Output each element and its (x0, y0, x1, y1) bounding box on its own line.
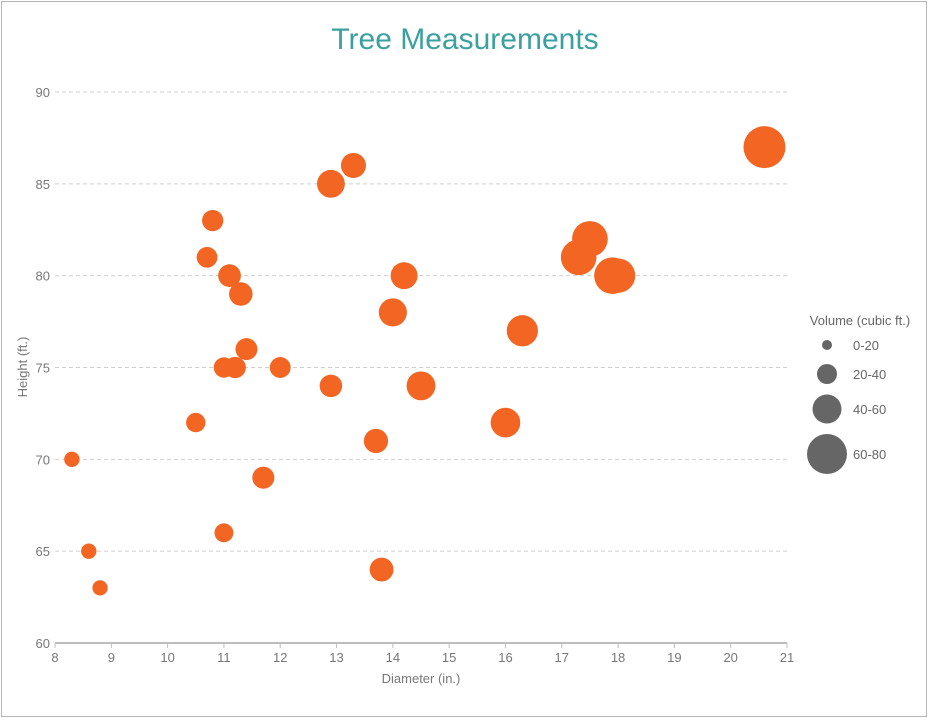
x-tick-label: 19 (667, 650, 681, 665)
bubble-point[interactable] (390, 262, 418, 290)
y-tick-label: 65 (36, 544, 50, 559)
x-tick-label: 11 (217, 650, 231, 665)
x-tick-label: 18 (611, 650, 625, 665)
chart-title: Tree Measurements (331, 23, 598, 56)
y-tick-label: 60 (36, 636, 50, 651)
bubble-point[interactable] (363, 428, 389, 454)
bubble-point[interactable] (269, 357, 291, 378)
bubble-point[interactable] (743, 126, 786, 169)
legend-item-label: 40-60 (853, 402, 886, 417)
bubble-point[interactable] (316, 169, 345, 198)
x-tick-label: 12 (273, 650, 287, 665)
x-tick-label: 17 (555, 650, 569, 665)
bubble-point[interactable] (202, 209, 224, 232)
legend-item-label: 20-40 (853, 367, 886, 382)
bubble-point[interactable] (64, 451, 80, 468)
x-axis-label: Diameter (in.) (382, 671, 461, 686)
x-tick-label: 20 (723, 650, 737, 665)
legend-marker (817, 364, 837, 384)
bubble-point[interactable] (340, 152, 366, 178)
x-tick-label: 15 (442, 650, 456, 665)
grid-lines (55, 91, 787, 552)
bubble-point[interactable] (506, 315, 538, 347)
x-tick-label: 21 (780, 650, 794, 665)
bubble-point[interactable] (252, 466, 275, 489)
bubble-point[interactable] (218, 264, 241, 288)
x-tick-label: 16 (498, 650, 512, 665)
bubble-point[interactable] (490, 407, 521, 438)
x-tick-label: 10 (160, 650, 174, 665)
legend-items: 0-20 20-40 40-60 60-80 (807, 338, 886, 474)
x-tick-label: 8 (51, 650, 58, 665)
y-tick-label: 85 (36, 177, 50, 192)
bubble-point[interactable] (572, 221, 608, 257)
bubble-point[interactable] (92, 580, 108, 596)
bubble-point[interactable] (319, 374, 343, 398)
x-tick-label: 14 (386, 650, 400, 665)
bubble-point[interactable] (406, 371, 436, 401)
x-tick-label: 9 (108, 650, 115, 665)
y-tick-label: 80 (36, 269, 50, 284)
legend: Volume (cubic ft.) 0-20 20-40 40-60 60-80 (807, 313, 910, 474)
bubble-point[interactable] (369, 557, 394, 582)
bubble-point[interactable] (81, 543, 97, 559)
bubble-point[interactable] (196, 246, 218, 268)
bubble-point[interactable] (378, 298, 407, 327)
bubble-series (64, 126, 786, 596)
bubble-point[interactable] (235, 338, 258, 361)
legend-marker (807, 434, 847, 474)
bubble-point[interactable] (600, 258, 636, 293)
bubble-point[interactable] (186, 412, 206, 433)
y-tick-label: 75 (36, 361, 50, 376)
x-tick-label: 13 (329, 650, 343, 665)
bubble-point[interactable] (214, 523, 234, 543)
y-axis-ticks: 60 65 70 75 80 85 90 (36, 85, 50, 651)
legend-marker (812, 394, 842, 424)
y-tick-label: 90 (36, 85, 50, 100)
legend-marker (822, 340, 832, 350)
legend-title: Volume (cubic ft.) (810, 313, 910, 328)
bubble-point[interactable] (229, 282, 253, 306)
y-axis-label: Height (ft.) (15, 337, 30, 398)
legend-item-label: 60-80 (853, 447, 886, 462)
y-tick-label: 70 (36, 452, 50, 467)
x-axis-ticks: 8 9 10 11 12 13 14 15 16 17 18 19 20 21 (51, 643, 794, 665)
legend-item-label: 0-20 (853, 338, 879, 353)
bubble-point[interactable] (224, 356, 246, 379)
